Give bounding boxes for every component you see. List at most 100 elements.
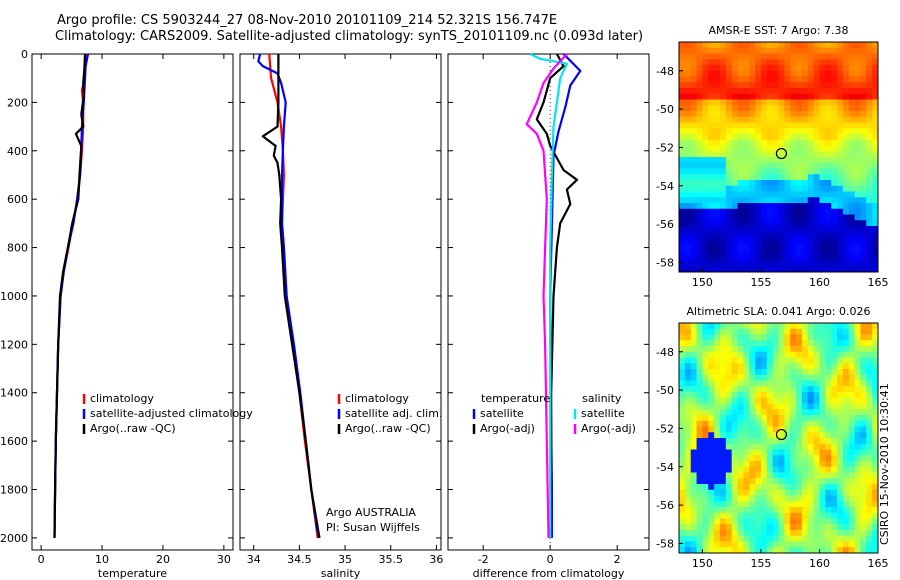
map-cell [825, 82, 832, 89]
map-cell [796, 346, 803, 353]
map-cell [807, 226, 815, 233]
map-cell [825, 484, 832, 491]
map-cell [743, 214, 750, 221]
map-cell [854, 346, 862, 353]
map-cell [866, 70, 873, 78]
map-cell [848, 507, 856, 514]
map-cell [825, 328, 832, 336]
legend-entry: Argo(-adj) [581, 422, 636, 435]
map-cell [731, 191, 739, 198]
map-cell [696, 466, 704, 474]
map-cell [714, 105, 721, 112]
map-cell [772, 541, 780, 548]
map-cell [860, 357, 867, 364]
map-cell [690, 145, 698, 152]
map-cell [866, 518, 873, 525]
map-cell [860, 472, 867, 479]
map-cell [725, 99, 733, 106]
y-tick-label: -56 [656, 499, 674, 512]
map-cell [848, 180, 856, 187]
map-cell [796, 415, 803, 422]
map-cell [784, 47, 791, 55]
map-cell [807, 346, 815, 353]
map-cell [760, 214, 768, 221]
map-cell [831, 180, 838, 187]
map-cell [819, 420, 826, 428]
map-cell [725, 203, 733, 210]
map-cell [872, 507, 878, 514]
map-cell [731, 323, 739, 330]
map-cell [766, 122, 774, 129]
map-cell [725, 409, 733, 416]
map-cell [842, 243, 850, 250]
map-cell [784, 484, 791, 491]
map-cell [731, 47, 739, 55]
map-cell [743, 438, 750, 445]
map-cell [708, 220, 715, 227]
map-cell [842, 351, 850, 359]
map-cell [801, 461, 809, 468]
map-cell [801, 380, 809, 387]
map-cell [719, 346, 727, 353]
map-cell [719, 530, 727, 537]
map-cell [848, 478, 856, 485]
map-cell [714, 237, 721, 244]
map-cell [790, 323, 797, 330]
map-cell [708, 478, 715, 485]
map-cell [725, 449, 733, 456]
map-cell [872, 518, 878, 525]
map-cell [679, 157, 686, 164]
map-cell [837, 128, 844, 135]
map-cell [684, 501, 692, 508]
map-cell [813, 438, 821, 445]
map-cell [854, 409, 862, 416]
map-cell [749, 59, 756, 66]
y-tick-label: 200 [7, 96, 28, 109]
map-cell [766, 226, 774, 233]
map-cell [790, 432, 797, 439]
map-cell [854, 42, 862, 49]
map-cell [725, 53, 733, 60]
map-cell [813, 266, 821, 272]
map-cell [848, 42, 856, 49]
map-cell [866, 374, 873, 382]
map-cell [714, 111, 721, 118]
map-cell [725, 174, 733, 181]
map-cell [790, 328, 797, 336]
map-cell [819, 105, 826, 112]
map-cell [772, 432, 780, 439]
map-cell [714, 134, 721, 141]
difference-legend: temperaturesatelliteArgo(-adj)salinitysa… [472, 392, 636, 435]
map-cell [860, 93, 867, 101]
map-cell [848, 249, 856, 256]
map-cell [796, 432, 803, 439]
map-cell [719, 472, 727, 479]
map-cell [719, 524, 727, 531]
map-cell [731, 180, 739, 187]
map-cell [749, 495, 756, 502]
map-cell [708, 105, 715, 112]
map-cell [801, 392, 809, 399]
map-cell [702, 512, 709, 520]
map-cell [731, 489, 739, 497]
map-cell [860, 397, 867, 405]
map-cell [860, 185, 867, 193]
map-cell [825, 449, 832, 456]
map-cell [778, 116, 785, 124]
map-cell [719, 42, 727, 49]
map-cell [831, 328, 838, 336]
map-cell [772, 443, 780, 451]
map-cell [702, 151, 709, 158]
map-cell [760, 357, 768, 364]
map-cell [854, 162, 862, 170]
map-cell [760, 478, 768, 485]
map-cell [743, 363, 750, 370]
map-cell [690, 116, 698, 124]
map-cell [796, 70, 803, 78]
map-cell [796, 157, 803, 164]
map-cell [801, 535, 809, 543]
map-cell [696, 42, 704, 49]
map-cell [743, 70, 750, 78]
map-cell [684, 386, 692, 393]
map-cell [755, 495, 762, 502]
